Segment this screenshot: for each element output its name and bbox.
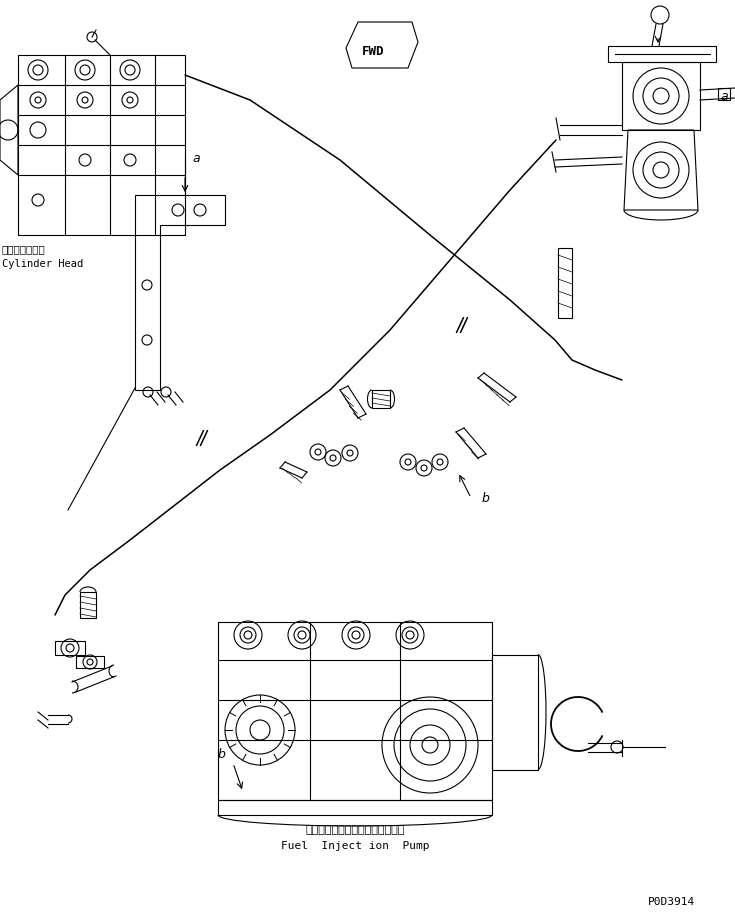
Text: a: a (720, 90, 728, 103)
Text: P0D3914: P0D3914 (648, 897, 695, 907)
Text: Cylinder Head: Cylinder Head (2, 259, 83, 269)
Text: b: b (482, 492, 490, 505)
Text: FWD: FWD (362, 45, 384, 58)
Text: a: a (192, 152, 200, 165)
Text: シリンダヘッド: シリンダヘッド (2, 244, 46, 254)
Text: フェエルインジェクションポンプ: フェエルインジェクションポンプ (305, 825, 405, 835)
Bar (718, 88, 730, 100)
Text: b: b (218, 748, 226, 761)
Text: Fuel  Inject ion  Pump: Fuel Inject ion Pump (281, 841, 429, 851)
